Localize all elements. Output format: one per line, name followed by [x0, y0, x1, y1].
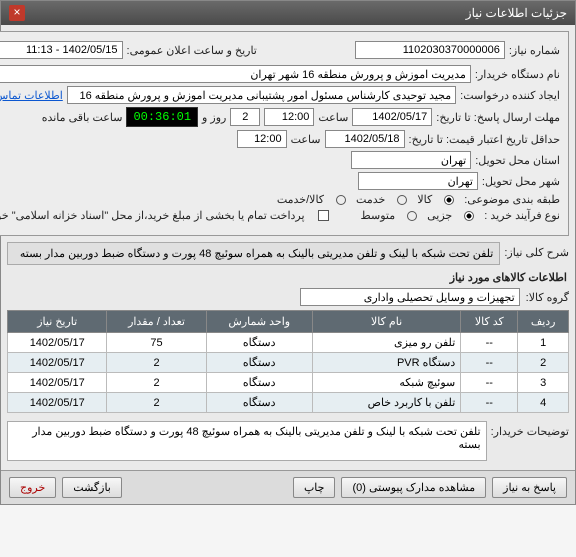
- time-label: ساعت: [318, 111, 348, 124]
- remain-label: ساعت باقی مانده: [42, 111, 123, 124]
- buyer-label: نام دستگاه خریدار:: [475, 68, 560, 81]
- countdown-timer: 00:36:01: [126, 107, 198, 127]
- desc-label: شرح کلی نیاز:: [504, 242, 569, 265]
- contact-link[interactable]: اطلاعات تماس خریدار: [0, 89, 63, 102]
- th-date: تاریخ نیاز: [8, 311, 107, 333]
- city-value: تهران: [358, 172, 478, 190]
- window-title: جزئیات اطلاعات نیاز: [466, 6, 567, 20]
- buytype-minor: جزیی: [427, 209, 452, 222]
- attachments-button[interactable]: مشاهده مدارک پیوستی (0): [341, 477, 486, 498]
- radio-goodservice[interactable]: [336, 195, 346, 205]
- creator-label: ایجاد کننده درخواست:: [460, 89, 560, 102]
- need-no-label: شماره نیاز:: [509, 44, 560, 57]
- time-label-2: ساعت: [291, 133, 321, 146]
- cat-goods: کالا: [417, 193, 432, 206]
- cat-goodservice: کالا/خدمت: [277, 193, 324, 206]
- pay-note: پرداخت تمام یا بخشی از مبلغ خرید،از محل …: [0, 209, 305, 222]
- th-code: کد کالا: [461, 311, 518, 333]
- buytype-label: نوع فرآیند خرید :: [484, 209, 560, 222]
- radio-mid[interactable]: [407, 211, 417, 221]
- close-icon[interactable]: ×: [9, 5, 25, 21]
- need-no-value: 1102030370000006: [355, 41, 505, 59]
- footer: پاسخ به نیاز مشاهده مدارک پیوستی (0) چاپ…: [1, 470, 575, 504]
- valid-date: 1402/05/18: [325, 130, 405, 148]
- window: جزئیات اطلاعات نیاز × شماره نیاز: 110203…: [0, 0, 576, 505]
- notes-box: تلفن تحت شبکه با لینک و تلفن مدیریتی بال…: [7, 421, 487, 461]
- buytype-mid: متوسط: [361, 209, 396, 222]
- items-title: اطلاعات کالاهای مورد نیاز: [7, 271, 567, 284]
- th-row: ردیف: [518, 311, 569, 333]
- loc-label: استان محل تحویل:: [475, 154, 560, 167]
- announce-dt-value: 1402/05/15 - 11:13: [0, 41, 123, 59]
- group-value: تجهیزات و وسایل تحصیلی واداری: [300, 288, 520, 306]
- th-name: نام کالا: [312, 311, 460, 333]
- days-label: روز و: [202, 111, 226, 124]
- cat-label: طبقه بندی موضوعی:: [464, 193, 560, 206]
- deadline-label: مهلت ارسال پاسخ: تا تاریخ:: [436, 111, 560, 124]
- buyer-value: مدیریت اموزش و پرورش منطقه 16 شهر تهران: [0, 65, 471, 83]
- valid-label: حداقل تاریخ اعتبار قیمت: تا تاریخ:: [409, 133, 560, 146]
- group-label: گروه کالا:: [526, 291, 569, 304]
- items-table: ردیف کد کالا نام کالا واحد شمارش تعداد /…: [7, 310, 569, 413]
- radio-goods[interactable]: [444, 195, 454, 205]
- radio-minor[interactable]: [464, 211, 474, 221]
- th-unit: واحد شمارش: [206, 311, 312, 333]
- days-remain: 2: [230, 108, 260, 126]
- valid-time: 12:00: [237, 130, 287, 148]
- th-qty: تعداد / مقدار: [107, 311, 206, 333]
- cat-service: خدمت: [356, 193, 385, 206]
- radio-service[interactable]: [397, 195, 407, 205]
- table-row[interactable]: 2 -- دستگاه PVR دستگاه 2 1402/05/17: [8, 353, 569, 373]
- main-fieldset: شماره نیاز: 1102030370000006 تاریخ و ساع…: [0, 31, 569, 236]
- desc-box: تلفن تحت شبکه با لینک و تلفن مدیریتی بال…: [7, 242, 500, 265]
- city-label: شهر محل تحویل:: [482, 175, 560, 188]
- exit-button[interactable]: خروج: [9, 477, 56, 498]
- print-button[interactable]: چاپ: [293, 477, 336, 498]
- content: شماره نیاز: 1102030370000006 تاریخ و ساع…: [1, 25, 575, 470]
- deadline-time: 12:00: [264, 108, 314, 126]
- treasury-checkbox[interactable]: [318, 210, 329, 221]
- table-row[interactable]: 4 -- تلفن با کاربرد خاص دستگاه 2 1402/05…: [8, 393, 569, 413]
- loc-value: تهران: [351, 151, 471, 169]
- announce-dt-label: تاریخ و ساعت اعلان عمومی:: [127, 44, 257, 57]
- table-row[interactable]: 1 -- تلفن رو میزی دستگاه 75 1402/05/17: [8, 333, 569, 353]
- creator-value: مجید توحیدی کارشناس مسئول امور پشتیبانی …: [67, 86, 456, 104]
- title-bar: جزئیات اطلاعات نیاز ×: [1, 1, 575, 25]
- back-button[interactable]: بازگشت: [62, 477, 122, 498]
- reply-button[interactable]: پاسخ به نیاز: [492, 477, 567, 498]
- notes-label: توضیحات خریدار:: [491, 421, 569, 461]
- table-row[interactable]: 3 -- سوئیچ شبکه دستگاه 2 1402/05/17: [8, 373, 569, 393]
- deadline-date: 1402/05/17: [352, 108, 432, 126]
